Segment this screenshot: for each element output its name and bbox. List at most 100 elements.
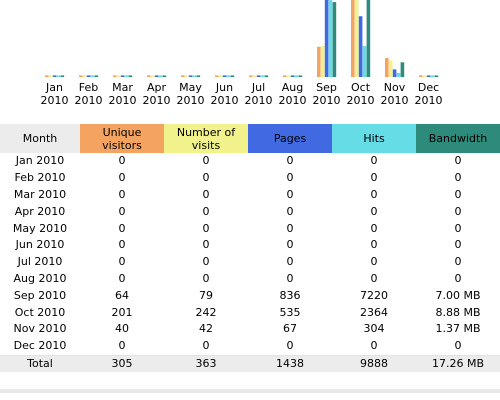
visits-cell: 0 xyxy=(202,271,210,285)
tick-label-year: 2010 xyxy=(347,94,375,107)
bandwidth-cell: 0 xyxy=(454,187,462,201)
pages-cell: 0 xyxy=(286,271,294,285)
table-row: Sep 2010 64 79 836 7220 7.00 MB xyxy=(0,287,500,304)
hits-cell: 0 xyxy=(370,171,378,185)
header-unique-label: Unique visitors xyxy=(102,125,142,152)
tick-label-month: Feb xyxy=(79,81,98,94)
header-visits-label: Number of visits xyxy=(176,125,236,152)
bar-unique-visitors-feb-2010 xyxy=(79,75,83,77)
pages-cell: 0 xyxy=(286,187,294,201)
month-cell: Oct 2010 xyxy=(14,305,66,319)
bar-hits-may-2010 xyxy=(192,75,197,77)
unique-cell: 64 xyxy=(115,288,129,302)
tick-label-month: Jun xyxy=(215,81,233,94)
bar-unique-visitors-jun-2010 xyxy=(215,75,219,77)
tick-label-year: 2010 xyxy=(109,94,137,107)
unique-cell: 0 xyxy=(118,204,126,218)
bar-bandwidth-oct-2010 xyxy=(366,0,371,77)
hits-cell: 0 xyxy=(370,154,378,168)
tick-label-month: Jan xyxy=(45,81,63,94)
bar-number-of-visits-jun-2010 xyxy=(218,75,223,77)
month-cell: Apr 2010 xyxy=(14,204,66,218)
month-cell: Feb 2010 xyxy=(14,171,66,185)
table-row: Nov 2010 40 42 67 304 1.37 MB xyxy=(0,321,500,338)
visits-cell: 242 xyxy=(195,305,217,319)
tick-label-year: 2010 xyxy=(415,94,443,107)
table-row: Apr 2010 0 0 0 0 0 xyxy=(0,203,500,220)
month-cell: Mar 2010 xyxy=(13,187,67,201)
month-cell: Sep 2010 xyxy=(13,288,67,302)
bar-pages-jun-2010 xyxy=(222,75,227,77)
bandwidth-cell: 0 xyxy=(454,255,462,269)
bar-pages-aug-2010 xyxy=(290,75,295,77)
header-pages: Pages xyxy=(248,124,332,153)
hits-cell: 0 xyxy=(370,238,378,252)
bandwidth-cell: 0 xyxy=(454,154,462,168)
visits-cell: 0 xyxy=(202,238,210,252)
hits-cell: 0 xyxy=(370,204,378,218)
pages-cell: 535 xyxy=(279,305,301,319)
hits-cell: 2364 xyxy=(360,305,388,319)
unique-cell: 0 xyxy=(118,271,126,285)
bar-hits-jun-2010 xyxy=(226,75,231,77)
bar-bandwidth-jun-2010 xyxy=(230,75,235,77)
bandwidth-cell: 0 xyxy=(454,339,462,353)
bar-pages-sep-2010 xyxy=(324,0,329,77)
bar-hits-sep-2010 xyxy=(328,0,333,77)
bandwidth-cell: 0 xyxy=(454,271,462,285)
month-cell: Jul 2010 xyxy=(17,255,63,269)
bar-unique-visitors-dec-2010 xyxy=(419,75,423,77)
bar-pages-mar-2010 xyxy=(120,75,125,77)
month-cell: Jan 2010 xyxy=(15,154,65,168)
unique-cell: 0 xyxy=(118,255,126,269)
bar-number-of-visits-may-2010 xyxy=(184,75,189,77)
bar-pages-apr-2010 xyxy=(154,75,159,77)
pages-cell: 0 xyxy=(286,171,294,185)
visits-cell: 0 xyxy=(202,255,210,269)
total-row: Total 305 363 1438 9888 17.26 MB xyxy=(0,354,500,373)
month-cell: Dec 2010 xyxy=(13,339,67,353)
month-cell: Aug 2010 xyxy=(13,271,67,285)
bar-bandwidth-sep-2010 xyxy=(332,2,337,78)
tick-label-year: 2010 xyxy=(313,94,341,107)
bar-unique-visitors-may-2010 xyxy=(181,75,185,77)
tick-label-month: May xyxy=(179,81,202,94)
bar-pages-feb-2010 xyxy=(86,75,91,77)
tick-label-year: 2010 xyxy=(211,94,239,107)
month-cell: May 2010 xyxy=(12,221,68,235)
bar-unique-visitors-nov-2010 xyxy=(385,58,389,77)
bandwidth-cell: 0 xyxy=(454,171,462,185)
pages-cell: 0 xyxy=(286,339,294,353)
bar-hits-feb-2010 xyxy=(90,75,95,77)
bar-bandwidth-jan-2010 xyxy=(60,75,65,77)
bar-unique-visitors-apr-2010 xyxy=(147,75,151,77)
bar-pages-may-2010 xyxy=(188,75,193,77)
unique-cell: 0 xyxy=(118,221,126,235)
total-visits: 363 xyxy=(164,354,248,373)
total-hits: 9888 xyxy=(332,354,416,373)
tick-label-month: Oct xyxy=(351,81,371,94)
monthly-stats-table: Month Unique visitors Number of visits P… xyxy=(0,124,500,373)
bandwidth-cell: 8.88 MB xyxy=(435,305,481,319)
unique-cell: 0 xyxy=(118,154,126,168)
unique-cell: 0 xyxy=(118,238,126,252)
bandwidth-cell: 7.00 MB xyxy=(435,288,481,302)
bar-bandwidth-feb-2010 xyxy=(94,75,99,77)
bandwidth-cell: 1.37 MB xyxy=(435,322,481,336)
hits-cell: 304 xyxy=(363,322,385,336)
bar-pages-jan-2010 xyxy=(52,75,57,77)
table-row: Aug 2010 0 0 0 0 0 xyxy=(0,271,500,288)
total-bandwidth: 17.26 MB xyxy=(416,354,500,373)
tick-label-year: 2010 xyxy=(245,94,273,107)
bar-hits-dec-2010 xyxy=(430,75,435,77)
bar-hits-jul-2010 xyxy=(260,75,265,77)
pages-cell: 0 xyxy=(286,154,294,168)
bar-number-of-visits-apr-2010 xyxy=(150,75,155,77)
pages-cell: 0 xyxy=(286,221,294,235)
bar-unique-visitors-jan-2010 xyxy=(45,75,49,77)
table-header-row: Month Unique visitors Number of visits P… xyxy=(0,124,500,153)
bar-number-of-visits-jan-2010 xyxy=(48,75,53,77)
tick-label-month: Aug xyxy=(282,81,303,94)
table-row: Jul 2010 0 0 0 0 0 xyxy=(0,254,500,271)
bandwidth-cell: 0 xyxy=(454,221,462,235)
